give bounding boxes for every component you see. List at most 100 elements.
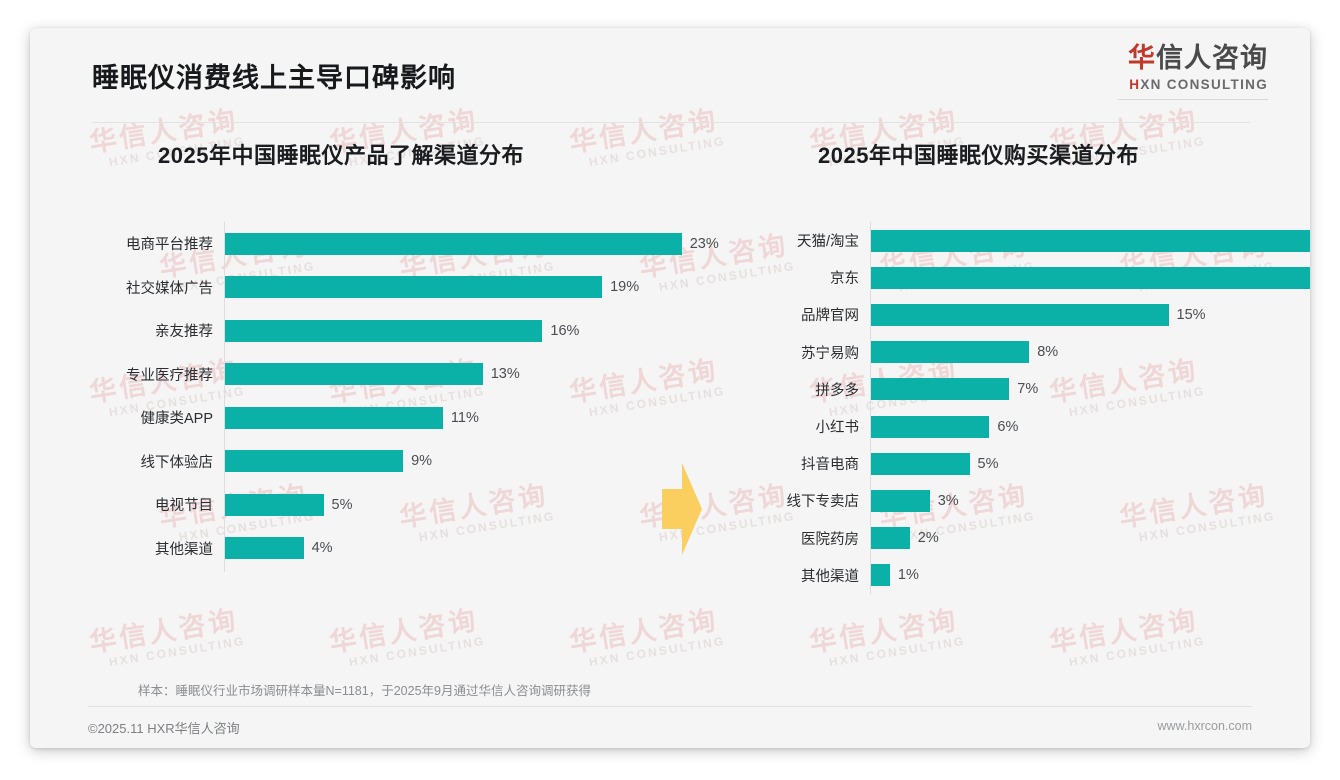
chart-bar-row: 线下专卖店 3% (760, 482, 1280, 519)
bar (870, 229, 1310, 252)
chart-panel-awareness: 2025年中国睡眠仪产品了解渠道分布 电商平台推荐 23% 社交媒体广告 19% 亲友推… (100, 138, 719, 572)
bar-category-label: 天猫/淘宝 (796, 234, 859, 251)
bar-value-label: 8% (1037, 344, 1059, 361)
chart-title-awareness: 2025年中国睡眠仪产品了解渠道分布 (158, 143, 524, 168)
bar (224, 276, 603, 299)
bar-track: 4% (224, 537, 690, 560)
bar-category-label: 电商平台推荐 (126, 237, 213, 254)
bar (870, 527, 910, 550)
bar-value-label: 5% (331, 496, 353, 513)
bar-value-label: 1% (897, 567, 919, 584)
chart-panel-purchase: 2025年中国睡眠仪购买渠道分布 天猫/淘宝 28% 京东 25% 品牌官网 15% 苏宁易… (760, 138, 1310, 594)
bar-track: 13% (224, 363, 690, 386)
chart-bar-row: 抖音电商 5% (760, 445, 1280, 482)
bar-category-label: 线下专卖店 (786, 494, 860, 511)
bar (224, 363, 483, 386)
header-divider (92, 122, 1250, 123)
bar-track: 28% (870, 229, 1310, 252)
bar-value-label: 6% (997, 418, 1019, 435)
chart-axis-line (870, 222, 871, 594)
chart-bar-row: 专业医疗推荐 13% (100, 353, 690, 397)
logo-accent-char: 华 (1128, 43, 1156, 73)
bar-value-label: 5% (977, 455, 999, 472)
bar (870, 266, 1310, 289)
bar-category-label: 线下体验店 (140, 454, 214, 471)
bar-track: 7% (870, 378, 1280, 401)
bar-category-label: 健康类APP (140, 411, 213, 428)
bar (870, 415, 990, 438)
chart-bar-row: 社交媒体广告 19% (100, 266, 690, 310)
bar (870, 378, 1010, 401)
bar-value-label: 23% (689, 235, 719, 252)
chart-axis-line (224, 222, 225, 572)
logo-english-rest: XN CONSULTING (1140, 76, 1268, 92)
bar-category-label: 小红书 (815, 420, 860, 437)
chart-bar-row: 其他渠道 1% (760, 557, 1280, 594)
bar (224, 319, 543, 342)
chart-rows-purchase: 天猫/淘宝 28% 京东 25% 品牌官网 15% 苏宁易购 8% 拼多多 7% 小红书 6% 抖音电商… (760, 222, 1310, 594)
bar-track: 16% (224, 319, 690, 342)
chart-bar-row: 电视节目 5% (100, 483, 690, 527)
bar-category-label: 亲友推荐 (155, 324, 213, 341)
bar-category-label: 苏宁易购 (801, 345, 859, 362)
chart-bar-row: 亲友推荐 16% (100, 309, 690, 353)
bar-category-label: 抖音电商 (801, 457, 859, 474)
bar (870, 303, 1169, 326)
bar-category-label: 京东 (830, 271, 859, 288)
bar-category-label: 品牌官网 (801, 308, 859, 325)
bar-value-label: 15% (1176, 306, 1206, 323)
bar-category-label: 其他渠道 (155, 541, 213, 558)
chart-bar-row: 品牌官网 15% (760, 296, 1280, 333)
bar-value-label: 2% (917, 530, 939, 547)
bar-track: 23% (224, 232, 719, 255)
chart-bar-row: 线下体验店 9% (100, 440, 690, 484)
logo-chinese-rest: 信人咨询 (1156, 43, 1268, 73)
bar (870, 341, 1030, 364)
logo-underline (1118, 98, 1268, 100)
chart-bar-row: 其他渠道 4% (100, 527, 690, 571)
website-link[interactable]: www.hxrcon.com (1157, 719, 1252, 733)
flow-arrow-icon (662, 463, 702, 555)
bar-track: 6% (870, 415, 1280, 438)
bar (224, 450, 404, 473)
brand-logo: 华信人咨询 HXN CONSULTING (1118, 43, 1268, 100)
chart-plot-purchase: 天猫/淘宝 28% 京东 25% 品牌官网 15% 苏宁易购 8% 拼多多 7% 小红书 6% 抖音电商… (760, 222, 1310, 594)
bar (224, 537, 304, 560)
bar-value-label: 4% (311, 540, 333, 557)
footer-divider (88, 706, 1252, 707)
slide-page: 华信人咨询 HXN CONSULTING 华信人咨询 HXN CONSULTING 华信… (30, 28, 1310, 748)
bar-value-label: 3% (937, 492, 959, 509)
chart-bar-row: 天猫/淘宝 28% (760, 222, 1310, 259)
chart-bar-row: 京东 25% (760, 259, 1310, 296)
chart-rows-awareness: 电商平台推荐 23% 社交媒体广告 19% 亲友推荐 16% 专业医疗推荐 13% 健康类APP… (100, 222, 719, 571)
bar-category-label: 专业医疗推荐 (126, 367, 213, 384)
bar-value-label: 19% (610, 279, 640, 296)
bar-value-label: 9% (411, 453, 433, 470)
copyright-text: ©2025.11 HXR华信人咨询 (88, 721, 240, 736)
bar-category-label: 电视节目 (155, 498, 213, 515)
bar-category-label: 社交媒体广告 (126, 280, 213, 297)
bar (870, 564, 890, 587)
bar-track: 3% (870, 489, 1280, 512)
chart-title-purchase: 2025年中国睡眠仪购买渠道分布 (818, 143, 1139, 168)
chart-plot-awareness: 电商平台推荐 23% 社交媒体广告 19% 亲友推荐 16% 专业医疗推荐 13% 健康类APP… (100, 222, 719, 572)
chart-bar-row: 拼多多 7% (760, 371, 1280, 408)
logo-english-text: HXN CONSULTING (1118, 77, 1268, 93)
bar-track: 25% (870, 266, 1310, 289)
bar (870, 452, 970, 475)
bar-category-label: 拼多多 (815, 382, 860, 399)
bar (224, 232, 682, 255)
charts-container: 2025年中国睡眠仪产品了解渠道分布 电商平台推荐 23% 社交媒体广告 19% 亲友推… (30, 138, 1310, 678)
bar-value-label: 11% (450, 409, 479, 426)
bar (224, 406, 443, 429)
bar-track: 1% (870, 564, 1280, 587)
bar-track: 5% (224, 493, 690, 516)
bar-track: 5% (870, 452, 1280, 475)
bar-value-label: 13% (490, 366, 520, 383)
page-title: 睡眠仪消费线上主导口碑影响 (92, 63, 456, 93)
chart-bar-row: 小红书 6% (760, 408, 1280, 445)
bar-track: 15% (870, 303, 1280, 326)
bar-track: 2% (870, 527, 1280, 550)
logo-english-accent: H (1129, 76, 1141, 92)
